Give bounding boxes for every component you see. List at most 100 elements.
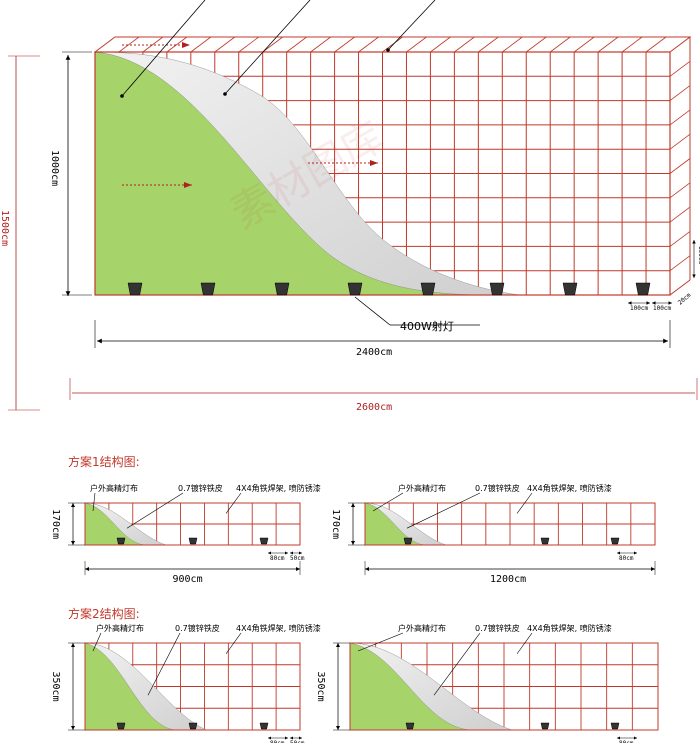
main-panel: 400W射灯 100cm 100cm 100cm 20cm 1000cm 150… — [0, 0, 700, 413]
grid-depth-line — [645, 36, 667, 53]
depth-label: 20cm — [677, 292, 693, 307]
grid-depth-line — [358, 36, 379, 53]
leader — [372, 492, 404, 512]
cell-width-2: 100cm — [653, 305, 671, 312]
grid-depth-line — [382, 36, 403, 53]
small-dim-1: 80cm — [619, 740, 634, 743]
grid-depth-line — [262, 36, 283, 53]
label-frame: 4X4角铁焊架, 喷防锈漆 — [236, 483, 321, 493]
grid-depth-line — [478, 36, 499, 53]
grid-depth-line — [669, 109, 691, 126]
small-dim-2: 50cm — [290, 555, 305, 562]
grid-depth-line — [526, 36, 547, 53]
grid-depth-line — [334, 36, 355, 53]
cell-width-1: 100cm — [630, 305, 648, 312]
grid-depth-line — [669, 133, 691, 150]
grid-depth-line — [214, 36, 236, 53]
label-frame: 4X4角铁焊架, 喷防锈漆 — [527, 623, 612, 633]
floodlight — [116, 537, 126, 545]
label-sheet: 0.7镀锌铁皮 — [178, 483, 223, 493]
galvanized-sheet — [94, 51, 521, 296]
grid-depth-line — [549, 36, 571, 53]
floodlight — [188, 722, 198, 730]
grid-depth-line — [406, 36, 427, 53]
grid-depth-line — [573, 36, 595, 53]
grid-depth-line — [597, 36, 619, 53]
leader — [225, 492, 242, 514]
label-fabric: 户外高精灯布 — [96, 623, 144, 633]
leader — [92, 632, 102, 652]
floodlight — [274, 282, 290, 296]
leader — [147, 632, 181, 696]
grid-depth-line — [669, 85, 691, 101]
floodlight — [403, 537, 413, 545]
grid-depth-line — [669, 231, 691, 247]
scheme1-panel-1200: 户外高精灯布 0.7镀锌铁皮 4X4角铁焊架, 喷防锈漆 170cm 80cm 1200c… — [330, 483, 656, 585]
small-dim-2: 50cm — [290, 740, 305, 743]
grid-depth-line — [669, 158, 691, 174]
cell-height: 100cm — [697, 246, 700, 264]
scheme2-title: 方案2结构图: — [68, 606, 140, 621]
floodlight — [540, 537, 550, 545]
leader — [126, 492, 184, 529]
grid-depth-line — [118, 36, 140, 53]
floodlight — [188, 537, 198, 545]
grid-depth-line — [669, 206, 691, 223]
label-sheet: 0.7镀锌铁皮 — [175, 623, 220, 633]
height-label: 350cm — [315, 672, 326, 702]
scheme1-panel-900: 户外高精灯布 0.7镀锌铁皮 4X4角铁焊架, 喷防锈漆 170cm 80cm 50cm 9… — [50, 483, 321, 585]
panel-frame — [364, 502, 656, 546]
floodlights — [127, 282, 651, 296]
label-fabric: 户外高精灯布 — [398, 623, 446, 633]
grid-depth-line — [454, 36, 475, 53]
label-frame: 4X4角铁焊架, 喷防锈漆 — [527, 483, 612, 493]
width-2600: 2600cm — [356, 402, 392, 413]
floodlight — [420, 282, 436, 296]
height-label: 170cm — [330, 509, 341, 539]
panel-frame — [349, 642, 659, 731]
grid-depth-line — [190, 36, 212, 53]
label-frame: 4X4角铁焊架, 喷防锈漆 — [236, 623, 321, 633]
lamp-label: 400W射灯 — [400, 319, 454, 333]
label-sheet: 0.7镀锌铁皮 — [475, 623, 520, 633]
floodlight — [259, 537, 269, 545]
scheme1-title: 方案1结构图: — [68, 454, 140, 469]
leader — [92, 492, 96, 512]
floodlight — [347, 282, 363, 296]
floodlight — [540, 722, 550, 730]
floodlight — [127, 282, 143, 296]
grid-depth-line — [286, 36, 307, 53]
floodlight — [489, 282, 505, 296]
width-label: 1200cm — [490, 574, 526, 585]
width-label: 900cm — [173, 574, 203, 585]
width-2400: 2400cm — [356, 347, 392, 358]
floodlight — [635, 282, 651, 296]
floodlight — [610, 537, 620, 545]
scheme2-panel-2: 户外高精灯布 0.7镀锌铁皮 4X4角铁焊架, 喷防锈漆 350cm 80cm — [315, 623, 659, 743]
grid-depth-line — [669, 60, 691, 77]
grid-depth-line — [238, 36, 259, 53]
leader — [406, 492, 481, 529]
floodlight — [259, 722, 269, 730]
floodlight — [562, 282, 578, 296]
leader — [357, 632, 404, 652]
leader — [516, 492, 533, 514]
leader — [516, 632, 533, 655]
scheme2-panel-1: 户外高精灯布 0.7镀锌铁皮 4X4角铁焊架, 喷防锈漆 350cm 80cm 50cm — [50, 623, 321, 743]
label-fabric: 户外高精灯布 — [90, 483, 138, 493]
grid-depth-line — [166, 36, 188, 53]
small-dim-1: 80cm — [619, 555, 634, 562]
grid-depth-line — [142, 36, 164, 53]
small-dim-1: 80cm — [270, 740, 285, 743]
grid-depth-line — [669, 255, 691, 272]
leader — [433, 632, 481, 696]
label-fabric: 户外高精灯布 — [398, 483, 446, 493]
panel-frame — [84, 502, 301, 546]
height-label: 170cm — [50, 509, 61, 539]
main-frame — [94, 51, 671, 296]
floodlight — [405, 722, 415, 730]
grid-depth-line — [430, 36, 451, 53]
height-1000: 1000cm — [49, 150, 60, 186]
grid-depth-line — [310, 36, 331, 53]
